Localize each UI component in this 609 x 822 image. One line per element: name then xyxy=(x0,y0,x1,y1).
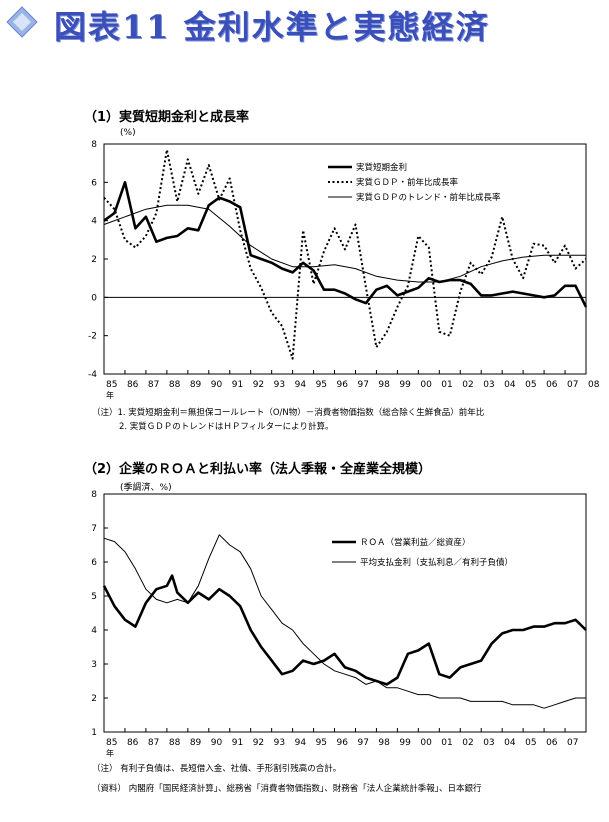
chart1-x-tick-label: 00 xyxy=(420,380,432,390)
chart2-y-tick-label: 7 xyxy=(91,524,97,534)
chart2-x-tick-label: 98 xyxy=(378,738,390,748)
chart1-x-tick-label: 95 xyxy=(316,380,327,390)
chart1-x-tick-label: 89 xyxy=(190,380,202,390)
chart2-legend-label-2: 平均支払金利（支払利息／有利子負債） xyxy=(360,557,513,568)
chart1-x-year-label: 年 xyxy=(106,390,114,400)
chart1-x-tick-label: 03 xyxy=(483,380,494,390)
chart1-x-tick-label: 08 xyxy=(588,380,600,390)
chart2-note-2: （資料） 内閣府「国民経済計算」、総務省「消費者物価指数」、財務省「法人企業統計… xyxy=(92,784,482,794)
chart2-x-tick-label: 87 xyxy=(148,738,159,748)
chart2-x-tick-label: 99 xyxy=(399,738,411,748)
chart2-x-tick-label: 03 xyxy=(483,738,494,748)
chart2-x-tick-label: 01 xyxy=(441,738,452,748)
chart2-x-tick-label: 07 xyxy=(567,738,578,748)
chart2-x-tick-label: 04 xyxy=(504,738,516,748)
chart1-x-tick-label: 87 xyxy=(148,380,159,390)
chart1-x-tick-label: 93 xyxy=(274,380,285,390)
chart1-x-tick-label: 90 xyxy=(211,380,223,390)
chart2-legend-label-1: ＲＯＡ（営業利益／総資産） xyxy=(360,537,471,548)
chart1-title: （1）実質短期金利と成長率 xyxy=(84,110,250,125)
chart1-unit-label: (%) xyxy=(120,128,136,138)
chart1-x-tick-label: 07 xyxy=(567,380,578,390)
chart2-x-tick-label: 85 xyxy=(106,738,117,748)
chart2-x-tick-label: 90 xyxy=(211,738,223,748)
chart2-series-line-2 xyxy=(103,534,586,709)
diamond-icon xyxy=(6,6,38,38)
chart2-x-tick-label: 06 xyxy=(546,738,558,748)
chart2-title: （2）企業のＲＯＡと利払い率（法人季報・全産業全規模） xyxy=(84,462,432,477)
chart1-x-tick-label: 06 xyxy=(546,380,558,390)
chart2-svg: 1 2 3 4 5 6 7 8 85 86 87 88 89 90 91 92 93 94 95 96 97 98 99 00… xyxy=(91,490,587,757)
chart2-x-tick-label: 02 xyxy=(462,738,473,748)
chart2-y-tick-label: 2 xyxy=(91,694,97,704)
chart2-x-tick-label: 96 xyxy=(337,738,349,748)
chart2-x-tick-label: 94 xyxy=(295,738,307,748)
chart2-x-tick-label: 93 xyxy=(274,738,285,748)
chart2-x-tick-label: 91 xyxy=(232,738,243,748)
chart2-x-tick-label: 88 xyxy=(169,738,181,748)
chart2-x-tick-label: 05 xyxy=(525,738,536,748)
page-title: 図表11 金利水準と実態経済 xyxy=(54,8,490,46)
chart1-series-line-1 xyxy=(103,180,588,308)
chart2-y-tick-label: 4 xyxy=(91,626,97,636)
chart1-y-tick-label: 2 xyxy=(91,255,97,265)
chart2-unit-label: (季調済、%) xyxy=(120,483,172,493)
chart2-x-tick-label: 86 xyxy=(127,738,139,748)
chart2-x-tick-label: 92 xyxy=(253,738,264,748)
chart2-plot-frame xyxy=(103,493,587,733)
chart2-x-tick-label: 97 xyxy=(357,738,368,748)
chart1-x-tick-label: 96 xyxy=(337,380,349,390)
chart1-x-tick-label: 01 xyxy=(441,380,452,390)
chart1-y-tick-label: 4 xyxy=(91,217,97,227)
chart1-x-tick-label: 02 xyxy=(462,380,473,390)
chart1-x-tick-label: 88 xyxy=(169,380,181,390)
chart1-x-tick-label: 99 xyxy=(399,380,411,390)
chart1-series-line-2 xyxy=(103,148,587,360)
chart1-note-1: （注）1. 実質短期金利＝無担保コールレート（O/N物）－消費者物価指数（総合除… xyxy=(92,408,485,418)
chart1-x-tick-label: 92 xyxy=(253,380,264,390)
chart1-y-tick-label: 8 xyxy=(91,140,97,150)
chart1-x-tick-label: 86 xyxy=(127,380,139,390)
chart2-note-1: （注） 有利子負債は、長短借入金、社債、手形割引残高の合計。 xyxy=(92,764,342,774)
chart1-x-tick-label: 05 xyxy=(525,380,536,390)
chart1-x-tick-label: 04 xyxy=(504,380,516,390)
chart2-x-year-label: 年 xyxy=(106,748,114,757)
chart2-series-line-1 xyxy=(102,574,587,686)
chart2-y-tick-label: 1 xyxy=(91,728,97,738)
chart2-x-tick-label: 00 xyxy=(420,738,432,748)
chart2-y-tick-label: 6 xyxy=(91,558,97,568)
chart1-note-2: 2. 実質ＧＤＰのトレンドはＨＰフィルターにより計算。 xyxy=(119,422,334,432)
chart1-x-tick-label: 97 xyxy=(357,380,368,390)
chart2-y-tick-label: 3 xyxy=(91,660,97,670)
chart2-y-tick-label: 5 xyxy=(91,592,97,602)
chart1-y-tick-label: 6 xyxy=(91,178,97,188)
chart1-x-tick-label: 94 xyxy=(295,380,307,390)
chart1-y-tick-label: -4 xyxy=(88,370,97,380)
title-bar: 図表11 金利水準と実態経済 xyxy=(0,0,609,46)
chart2-x-tick-label: 89 xyxy=(190,738,202,748)
chart1-x-tick-label: 91 xyxy=(232,380,243,390)
chart1-legend-label-3: 実質ＧＤＰのトレンド・前年比成長率 xyxy=(356,192,501,203)
chart1-y-tick-label: 0 xyxy=(91,293,97,303)
chart1-series-line-3 xyxy=(103,204,586,283)
chart1-x-tick-label: 85 xyxy=(106,380,117,390)
chart2-y-tick-label: 8 xyxy=(91,490,97,500)
chart1-legend-label-1: 実質短期金利 xyxy=(356,162,407,173)
chart1-y-tick-label: -2 xyxy=(88,332,97,342)
chart1-x-tick-label: 98 xyxy=(378,380,390,390)
chart1-legend-label-2: 実質ＧＤＰ・前年比成長率 xyxy=(356,177,459,188)
chart2-x-tick-label: 95 xyxy=(316,738,327,748)
